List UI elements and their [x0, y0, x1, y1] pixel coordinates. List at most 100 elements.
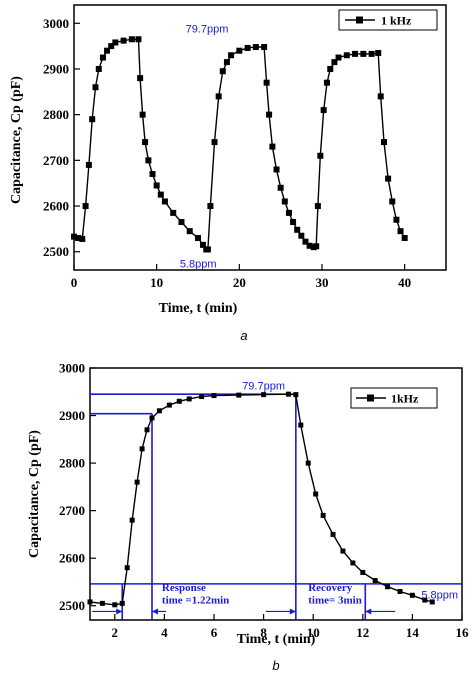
panel-a-data-point — [331, 59, 338, 66]
panel-a-data-point — [145, 157, 152, 164]
panel-b-data-point — [144, 427, 150, 433]
panel-a-data-point — [195, 235, 201, 242]
panel-b-data-point — [87, 599, 93, 605]
panel-a-data-point — [211, 139, 218, 146]
panel-a-x-tick-label: 0 — [71, 275, 78, 290]
panel-b-y-tick-label: 2600 — [59, 551, 85, 566]
panel-b-data-point — [139, 446, 145, 452]
panel-a-x-tick-label: 30 — [316, 275, 329, 290]
interval-arrowhead — [116, 608, 123, 615]
panel-a-legend-label: 1 kHz — [381, 14, 412, 28]
panel-a-data-point — [199, 241, 206, 248]
panel-b-y-tick-label: 3000 — [59, 361, 85, 376]
panel-a-series-line — [73, 38, 406, 251]
panel-b-x-tick-label: 16 — [456, 625, 470, 640]
panel-a-x-axis-label: Time, t (min) — [159, 301, 238, 316]
panel-a-data-point — [71, 233, 77, 240]
panel-a-data-point — [157, 191, 164, 198]
panel-b-data-point — [360, 569, 366, 575]
panel-a-data-point — [401, 235, 408, 242]
panel-b-data-point — [129, 517, 135, 523]
panel-b-data-point — [330, 531, 336, 537]
panel-a-data-point — [149, 171, 156, 178]
panel-a-data-point — [89, 116, 96, 123]
panel-a-legend-marker — [356, 16, 363, 24]
panel-a-y-tick-label: 2900 — [43, 61, 69, 76]
panel-b-data-point — [293, 392, 299, 398]
panel-a-data-point — [313, 243, 320, 250]
panel-b-data-point — [305, 460, 311, 466]
panel-a-y-tick-label: 2700 — [43, 153, 69, 168]
panel-a-data-point — [219, 68, 226, 75]
panel-b-legend-box — [350, 387, 438, 409]
response-time-label: time =1.22min — [162, 594, 229, 606]
panel-a-x-tick-label: 10 — [150, 275, 163, 290]
panel-a-frame — [73, 4, 447, 271]
panel-b-data-point — [320, 512, 326, 518]
panel-a-data-point — [252, 44, 259, 51]
panel-a-y-tick-label: 3000 — [43, 16, 69, 31]
panel-a-data-point — [108, 43, 115, 50]
panel-a-data-point — [104, 47, 111, 54]
panel-a-legend: 1 kHz — [338, 9, 438, 31]
panel-b-data-point — [199, 394, 205, 400]
panel-a-legend-box — [338, 9, 438, 31]
panel-b-x-tick-label: 12 — [356, 625, 369, 640]
panel-b-legend-label: 1kHz — [391, 392, 419, 406]
response-label: Response — [162, 582, 206, 594]
panel-a-y-axis-label: Capacitance, Cp (pF) — [9, 76, 24, 204]
panel-b-x-tick-label: 8 — [260, 625, 267, 640]
panel-a-data-point — [269, 143, 276, 150]
panel-b-data-point — [298, 422, 304, 428]
panel-a-data-point — [82, 203, 89, 210]
panel-b-data-point — [211, 393, 217, 399]
panel-a-data-point — [298, 232, 305, 239]
panel-a-x-tick-label: 20 — [233, 275, 246, 290]
panel-b-data-point — [261, 392, 267, 398]
panel-a-data-point — [120, 37, 127, 44]
panel-a-data-point — [99, 54, 106, 61]
panel-a-data-point — [306, 242, 313, 249]
panel-b-data-point — [112, 602, 118, 608]
panel-a-data-point — [135, 36, 142, 43]
panel-b-annotation-high: 79.7ppm — [242, 380, 285, 392]
panel-b-data-point — [429, 599, 435, 605]
panel-a-data-point — [335, 54, 342, 61]
panel-b-data-point — [166, 402, 172, 408]
panel-b-data-point — [186, 396, 192, 402]
panel-a-data-point — [142, 139, 149, 146]
panel-a-data-point — [215, 93, 222, 100]
panel-b-frame — [89, 367, 463, 621]
panel-b-x-tick-label: 14 — [406, 625, 420, 640]
panel-a-y-tick-label: 2500 — [43, 244, 69, 259]
panel-a-data-point — [85, 161, 92, 168]
panel-a-x-tick-label: 40 — [398, 275, 411, 290]
panel-a-data-point — [360, 50, 367, 57]
panel-a: 0 10 20 30 40 2500 2600 2700 2800 2900 3000 79.7pp… — [9, 4, 447, 343]
panel-a-data-point — [385, 175, 392, 182]
panel-a-data-point — [294, 226, 301, 233]
panel-a-y-tick-label: 2800 — [43, 107, 69, 122]
panel-a-data-point — [137, 75, 144, 82]
panel-a-data-point — [377, 93, 384, 100]
panel-a-data-point — [92, 84, 99, 91]
panel-b-data-point — [99, 600, 105, 606]
interval-arrowhead — [289, 608, 296, 615]
panel-b-x-tick-label: 4 — [161, 625, 168, 640]
panel-a-data-point — [343, 52, 350, 59]
panel-a-data-point — [302, 238, 309, 245]
panel-a-data-point — [389, 198, 396, 205]
panel-a-data-point — [317, 152, 324, 159]
panel-b-y-tick-label: 2700 — [59, 503, 85, 518]
panel-b-data-point — [313, 491, 319, 497]
panel-a-data-point — [273, 166, 280, 173]
panel-a-data-point — [75, 235, 82, 242]
panel-a-data-point — [95, 65, 102, 72]
panel-a-data-point — [236, 47, 243, 54]
panel-a-data-point — [381, 139, 387, 146]
panel-b-series-line — [89, 393, 433, 606]
panel-a-caption: a — [240, 328, 247, 343]
panel-a-data-point — [397, 228, 404, 235]
panel-a-data-point — [277, 184, 284, 191]
